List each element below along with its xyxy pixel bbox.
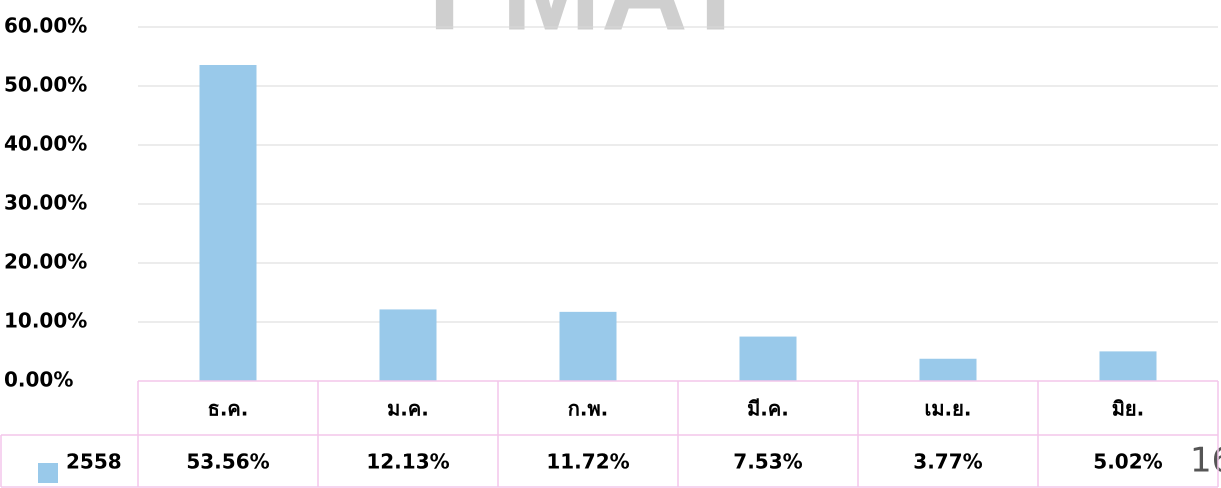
- x-tick-label: ม.ค.: [387, 397, 429, 421]
- x-tick-label: มี.ค.: [747, 397, 789, 421]
- bar: [1099, 351, 1157, 381]
- x-tick-label: ก.พ.: [568, 397, 609, 421]
- value-label: 11.72%: [546, 450, 629, 474]
- y-tick-label: 10.00%: [4, 309, 87, 333]
- bar: [199, 64, 257, 381]
- y-tick-label: 0.00%: [4, 368, 73, 392]
- legend-label: 2558: [66, 450, 122, 474]
- y-tick-label: 20.00%: [4, 250, 87, 274]
- value-label: 7.53%: [733, 450, 802, 474]
- legend-swatch: [38, 463, 58, 483]
- value-label: 53.56%: [186, 450, 269, 474]
- bar: [739, 336, 797, 381]
- x-tick-label: ธ.ค.: [208, 397, 249, 421]
- value-label: 5.02%: [1093, 450, 1162, 474]
- y-tick-label: 50.00%: [4, 73, 87, 97]
- y-tick-label: 40.00%: [4, 132, 87, 156]
- page-number: 16: [1190, 441, 1221, 481]
- bar: [379, 309, 437, 381]
- y-tick-label: 30.00%: [4, 191, 87, 215]
- x-tick-label: มิย.: [1112, 397, 1145, 421]
- value-label: 12.13%: [366, 450, 449, 474]
- y-tick-label: 60.00%: [4, 14, 87, 38]
- value-label: 3.77%: [913, 450, 982, 474]
- bar: [919, 358, 977, 381]
- bar: [559, 311, 617, 381]
- x-tick-label: เม.ย.: [925, 397, 972, 421]
- watermark: FMAT: [428, 0, 752, 56]
